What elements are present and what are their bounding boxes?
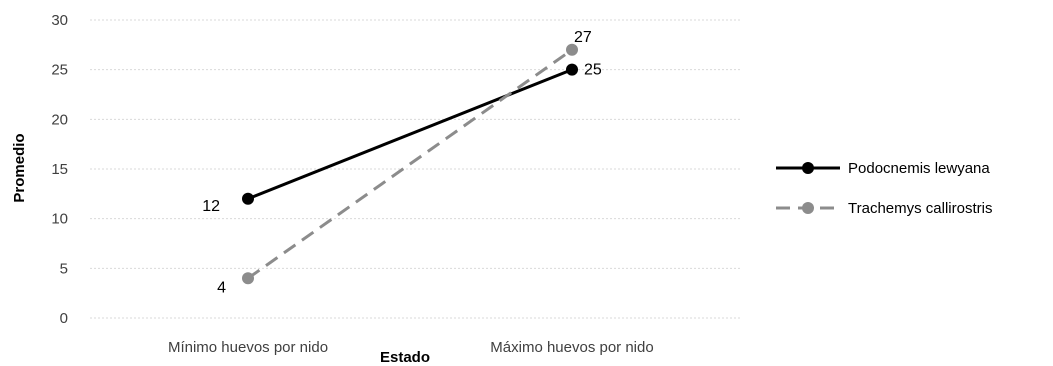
data-point <box>566 43 578 56</box>
x-category-label: Mínimo huevos por nido <box>168 339 328 356</box>
legend-swatch-marker <box>802 162 814 174</box>
y-tick-label: 10 <box>51 211 68 228</box>
legend-label: Trachemys callirostris <box>848 200 992 217</box>
series-line <box>247 68 573 201</box>
data-label: 12 <box>202 198 220 215</box>
data-point <box>566 63 578 76</box>
y-tick-label: 15 <box>51 161 68 178</box>
legend-swatch-marker <box>802 202 814 214</box>
data-label: 4 <box>217 279 226 296</box>
x-category-label: Máximo huevos por nido <box>490 339 653 356</box>
y-tick-label: 30 <box>51 12 68 29</box>
series-line <box>247 48 573 280</box>
y-tick-label: 5 <box>60 260 68 277</box>
data-label: 27 <box>574 29 592 46</box>
y-tick-label: 0 <box>60 310 68 327</box>
legend-label: Podocnemis lewyana <box>848 160 990 177</box>
y-axis-title: Promedio <box>11 133 28 202</box>
data-point <box>242 192 254 205</box>
x-axis-title: Estado <box>380 349 430 366</box>
y-tick-label: 20 <box>51 111 68 128</box>
data-point <box>242 272 254 285</box>
data-label: 25 <box>584 62 602 79</box>
y-tick-label: 25 <box>51 62 68 79</box>
